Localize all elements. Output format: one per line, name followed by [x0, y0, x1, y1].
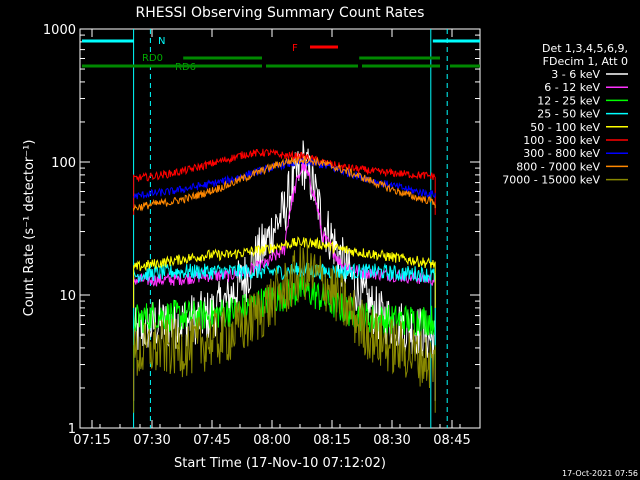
legend-label-1: 6 - 12 keV: [544, 81, 600, 94]
y-tick-label-0: 1: [68, 422, 76, 437]
night-label: N: [158, 36, 165, 47]
legend-label-4: 50 - 100 keV: [530, 121, 600, 134]
x-tick-label-5: 08:30: [373, 433, 410, 448]
series-layer: [133, 140, 436, 413]
series-trace-7: [133, 155, 436, 212]
series-trace-5: [133, 148, 436, 215]
chart-title: RHESSI Observing Summary Count Rates: [136, 5, 425, 21]
legend-label-6: 300 - 800 keV: [523, 147, 600, 160]
x-tick-label-0: 07:15: [73, 433, 110, 448]
series-trace-2: [133, 274, 436, 369]
legend-header-line-1: Det 1,3,4,5,6,9,: [542, 42, 628, 55]
flare-label: F: [292, 43, 298, 54]
y-axis-label: Count Rate (s⁻¹ detector⁻¹): [22, 140, 37, 317]
legend-label-8: 7000 - 15000 keV: [502, 174, 600, 187]
x-axis-label: Start Time (17-Nov-10 07:12:02): [174, 456, 386, 471]
legend-label-3: 25 - 50 keV: [537, 108, 600, 121]
legend-label-2: 12 - 25 keV: [537, 94, 600, 107]
legend: Det 1,3,4,5,6,9, FDecim 1, Att 0 3 - 6 k…: [502, 42, 628, 187]
legend-header-line-2: FDecim 1, Att 0: [543, 55, 628, 68]
x-tick-label-2: 07:45: [193, 433, 230, 448]
x-tick-label-6: 08:45: [433, 433, 470, 448]
rd0-label: RD0: [142, 53, 163, 64]
legend-label-7: 800 - 7000 keV: [516, 160, 600, 173]
x-tick-label-3: 08:00: [253, 433, 290, 448]
y-tick-label-1: 10: [59, 289, 76, 304]
x-tick-label-1: 07:30: [133, 433, 170, 448]
series-trace-1: [133, 160, 436, 350]
y-tick-label-2: 100: [51, 156, 76, 171]
legend-label-5: 100 - 300 keV: [523, 134, 600, 147]
series-trace-4: [133, 236, 436, 308]
legend-label-0: 3 - 6 keV: [551, 68, 600, 81]
annotation-layer: N F RD0 RD6: [82, 36, 480, 73]
y-tick-label-3: 1000: [43, 23, 76, 38]
series-trace-8: [133, 245, 436, 413]
x-tick-label-4: 08:15: [313, 433, 350, 448]
footer-date: 17-Oct-2021 07:56: [562, 469, 638, 478]
